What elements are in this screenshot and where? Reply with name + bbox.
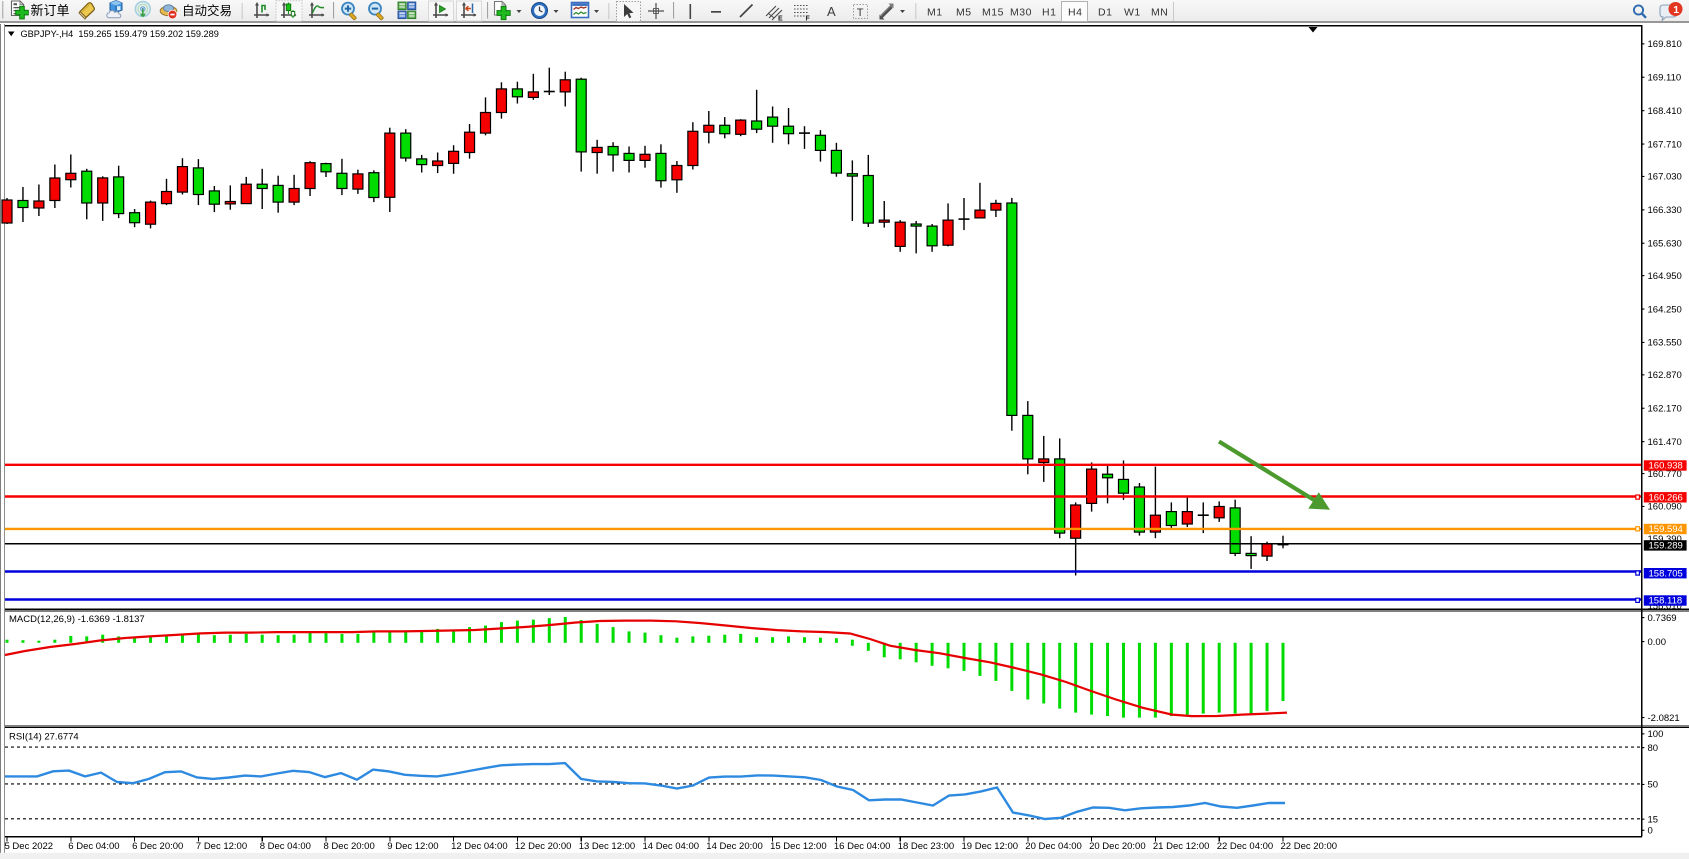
svg-text:159.594: 159.594 (1649, 524, 1683, 535)
svg-text:自动交易: 自动交易 (182, 3, 232, 18)
svg-text:5 Dec 2022: 5 Dec 2022 (5, 841, 54, 852)
svg-text:MN: MN (1151, 7, 1168, 19)
svg-text:14 Dec 20:00: 14 Dec 20:00 (706, 841, 763, 852)
svg-text:162.170: 162.170 (1648, 404, 1682, 415)
svg-text:M30: M30 (1010, 7, 1032, 19)
svg-text:169.110: 169.110 (1648, 73, 1682, 84)
svg-text:16 Dec 04:00: 16 Dec 04:00 (834, 841, 891, 852)
svg-text:22 Dec 04:00: 22 Dec 04:00 (1217, 841, 1274, 852)
svg-text:80: 80 (1648, 743, 1659, 754)
svg-text:166.330: 166.330 (1648, 205, 1682, 216)
svg-text:6 Dec 04:00: 6 Dec 04:00 (68, 841, 119, 852)
svg-text:7 Dec 12:00: 7 Dec 12:00 (196, 841, 247, 852)
svg-text:1: 1 (1673, 4, 1679, 16)
svg-text:158.010: 158.010 (1648, 601, 1682, 612)
svg-text:167.710: 167.710 (1648, 139, 1682, 150)
svg-text:M15: M15 (982, 7, 1004, 19)
svg-text:12 Dec 04:00: 12 Dec 04:00 (451, 841, 508, 852)
svg-text:GBPJPY-,H4 159.265 159.479 15: GBPJPY-,H4 159.265 159.479 159.202 159.2… (21, 29, 219, 39)
svg-text:50: 50 (1648, 780, 1659, 791)
svg-text:161.470: 161.470 (1648, 437, 1682, 448)
svg-text:100: 100 (1648, 729, 1664, 740)
svg-text:9 Dec 12:00: 9 Dec 12:00 (387, 841, 438, 852)
svg-text:20 Dec 04:00: 20 Dec 04:00 (1025, 841, 1082, 852)
svg-text:159.289: 159.289 (1649, 541, 1683, 552)
svg-text:14 Dec 04:00: 14 Dec 04:00 (643, 841, 700, 852)
svg-text:160.266: 160.266 (1649, 493, 1683, 504)
svg-text:0: 0 (1648, 826, 1653, 837)
svg-text:164.950: 164.950 (1648, 271, 1682, 282)
svg-text:21 Dec 12:00: 21 Dec 12:00 (1153, 841, 1210, 852)
svg-text:160.090: 160.090 (1648, 502, 1682, 513)
svg-text:F: F (806, 16, 811, 23)
svg-text:13 Dec 12:00: 13 Dec 12:00 (579, 841, 636, 852)
svg-text:M5: M5 (956, 7, 972, 19)
svg-text:MACD(12,26,9) -1.6369 -1.8137: MACD(12,26,9) -1.6369 -1.8137 (9, 614, 145, 625)
svg-text:162.870: 162.870 (1648, 370, 1682, 381)
svg-text:164.250: 164.250 (1648, 304, 1682, 315)
svg-text:163.550: 163.550 (1648, 338, 1682, 349)
svg-text:0.00: 0.00 (1648, 637, 1667, 648)
svg-text:6 Dec 20:00: 6 Dec 20:00 (132, 841, 183, 852)
svg-text:W1: W1 (1124, 7, 1141, 19)
svg-text:19 Dec 12:00: 19 Dec 12:00 (962, 841, 1019, 852)
svg-text:18 Dec 23:00: 18 Dec 23:00 (898, 841, 955, 852)
svg-text:168.410: 168.410 (1648, 106, 1682, 117)
svg-text:8 Dec 04:00: 8 Dec 04:00 (260, 841, 311, 852)
svg-text:159.390: 159.390 (1648, 534, 1682, 545)
svg-text:RSI(14) 27.6774: RSI(14) 27.6774 (9, 731, 79, 742)
svg-text:12 Dec 20:00: 12 Dec 20:00 (515, 841, 572, 852)
svg-text:158.705: 158.705 (1649, 568, 1683, 579)
svg-text:-2.0821: -2.0821 (1648, 713, 1680, 724)
svg-text:E: E (778, 16, 783, 23)
svg-text:新订单: 新订单 (31, 3, 70, 18)
svg-text:T: T (857, 7, 864, 19)
svg-text:H1: H1 (1042, 7, 1056, 19)
svg-text:0.7369: 0.7369 (1648, 613, 1677, 624)
svg-text:169.810: 169.810 (1648, 39, 1682, 50)
svg-text:165.630: 165.630 (1648, 239, 1682, 250)
svg-text:15 Dec 12:00: 15 Dec 12:00 (770, 841, 827, 852)
svg-text:D1: D1 (1098, 7, 1112, 19)
svg-text:8 Dec 20:00: 8 Dec 20:00 (324, 841, 375, 852)
svg-text:158.118: 158.118 (1649, 596, 1683, 607)
svg-text:160.938: 160.938 (1649, 461, 1683, 472)
svg-text:160.770: 160.770 (1648, 469, 1682, 480)
svg-text:22 Dec 20:00: 22 Dec 20:00 (1281, 841, 1338, 852)
svg-text:167.030: 167.030 (1648, 172, 1682, 183)
svg-text:A: A (827, 4, 836, 19)
svg-text:M1: M1 (927, 7, 943, 19)
svg-text:15: 15 (1648, 814, 1659, 825)
svg-text:H4: H4 (1068, 7, 1082, 19)
svg-text:20 Dec 20:00: 20 Dec 20:00 (1089, 841, 1146, 852)
